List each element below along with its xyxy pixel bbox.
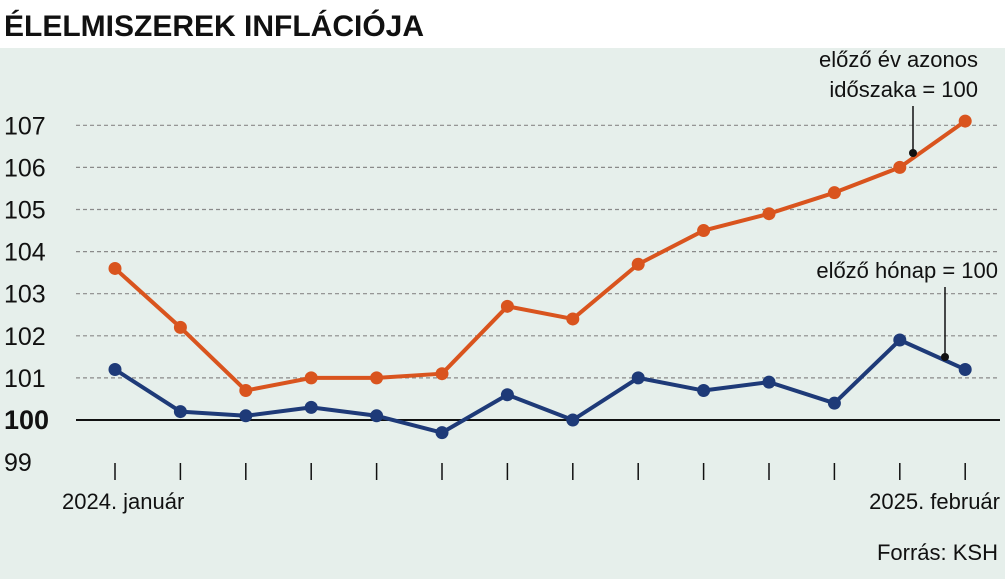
data-point (239, 409, 253, 423)
data-point (173, 405, 187, 419)
data-point (566, 312, 580, 326)
data-point (893, 160, 907, 174)
y-tick-label: 104 (4, 239, 46, 267)
annotation-layer: előző év azonos időszaka = 100 előző hónap… (816, 47, 998, 361)
data-point (697, 224, 711, 238)
y-tick-label: 102 (4, 323, 46, 351)
data-point (958, 362, 972, 376)
data-point (304, 371, 318, 385)
annotation-label: előző hónap = 100 (816, 258, 998, 283)
data-point (370, 409, 384, 423)
data-point (762, 375, 776, 389)
data-point (827, 186, 841, 200)
data-point (239, 384, 253, 398)
series-group-1 (108, 333, 972, 440)
data-point (370, 371, 384, 385)
annotation-label: előző év azonos (819, 47, 978, 72)
x-tick-label: 2024. január (62, 489, 184, 514)
chart-title: ÉLELMISZEREK INFLÁCIÓJA (4, 9, 424, 43)
data-point (893, 333, 907, 347)
data-point (762, 207, 776, 221)
y-tick-label: 106 (4, 154, 46, 182)
grid-layer (76, 124, 1000, 421)
data-point (500, 299, 514, 313)
y-tick-label: 107 (4, 112, 46, 140)
y-tick-label: 103 (4, 281, 46, 309)
data-point (435, 367, 449, 381)
data-point (500, 388, 514, 402)
data-point (108, 261, 122, 275)
data-point (697, 384, 711, 398)
annotation-label: időszaka = 100 (829, 77, 978, 102)
data-point (173, 320, 187, 334)
series-line (113, 338, 968, 435)
y-tick-label: 105 (4, 197, 46, 225)
y-tick-label: 101 (4, 365, 46, 393)
y-tick-label: 100 (4, 405, 49, 435)
data-point (435, 426, 449, 440)
series-layer (108, 114, 972, 440)
annotation-dot (909, 149, 917, 157)
data-point (958, 114, 972, 128)
data-point (827, 396, 841, 410)
series-line (113, 119, 968, 393)
y-tick-label: 99 (4, 449, 32, 477)
axis-layer: 99 100 101 102 103 104 105 106 107 2024. január 20… (4, 112, 1000, 514)
data-point (631, 257, 645, 271)
data-point (631, 371, 645, 385)
data-point (304, 400, 318, 414)
annotation-dot (941, 353, 949, 361)
source-label: Forrás: KSH (877, 540, 998, 565)
data-point (108, 362, 122, 376)
x-tick-label: 2025. február (869, 489, 1000, 514)
data-point (566, 413, 580, 427)
series-group-0 (108, 114, 972, 398)
